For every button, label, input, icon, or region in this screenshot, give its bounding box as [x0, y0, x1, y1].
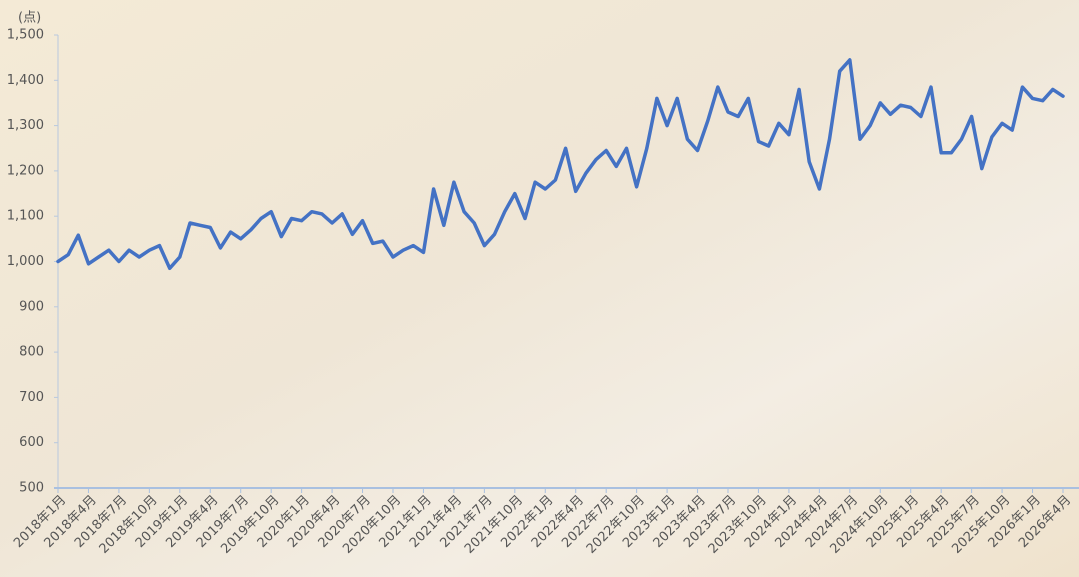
- background: [0, 0, 1079, 577]
- chart: (点) 500 600 700 800 900 1,000 1,100 1,200 1,300 1…: [0, 0, 1079, 577]
- y-unit: (点): [18, 11, 41, 26]
- y-tick-label: 1,400: [7, 73, 44, 88]
- y-tick-label: 1,200: [7, 163, 44, 178]
- y-tick-label: 1,300: [7, 118, 44, 133]
- y-tick-label: 500: [19, 481, 44, 496]
- y-tick-label: 700: [19, 390, 44, 405]
- y-tick-label: 900: [19, 299, 44, 314]
- y-tick-label: 800: [19, 345, 44, 360]
- y-tick-label: 1,100: [7, 209, 44, 224]
- y-tick-label: 600: [19, 435, 44, 450]
- y-tick-label: 1,500: [7, 28, 44, 43]
- y-tick-label: 1,000: [7, 254, 44, 269]
